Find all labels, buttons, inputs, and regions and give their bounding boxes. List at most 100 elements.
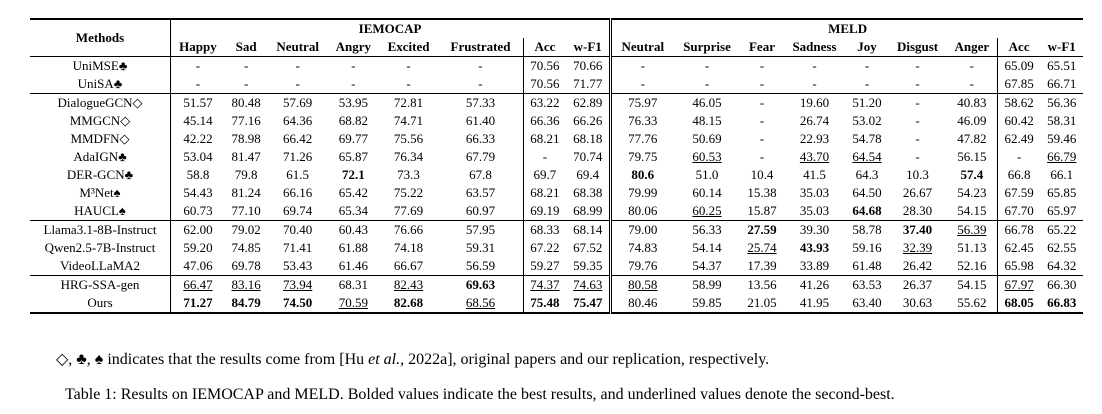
value-cell: 26.67 [902, 185, 933, 200]
method-name: AdaIGN♣ [30, 148, 171, 166]
value-cell: 53.04 [183, 149, 213, 164]
method-name: VideoLLaMA2 [30, 257, 171, 276]
value-cell: 71.41 [283, 240, 313, 255]
value-cell: 54.43 [183, 185, 213, 200]
value-cell: 66.83 [1040, 294, 1083, 314]
value-cell: 71.26 [283, 149, 313, 164]
value-cell: 26.42 [902, 258, 933, 273]
value-cell: 80.06 [628, 203, 658, 218]
value-cell: - [888, 93, 947, 112]
value-cell: 80.58 [610, 275, 674, 294]
value-cell: 70.66 [566, 56, 613, 75]
col-header: Fear [740, 38, 784, 57]
table-row: AdaIGN♣ 53.04 81.47 71.26 65.87 76.34 67.79 - 70… [30, 148, 1083, 166]
value-cell: 61.5 [286, 167, 310, 182]
header-row-columns: Happy Sad Neutral Angry Excited Frustrat… [30, 38, 1083, 57]
value-cell: 47.06 [183, 258, 213, 273]
value-cell: 62.55 [1047, 240, 1077, 255]
value-cell: - [195, 76, 201, 91]
value-cell: - [812, 76, 817, 91]
value-cell: 51.0 [695, 167, 719, 182]
method-name: HRG-SSA-gen [30, 275, 171, 294]
value-cell: - [740, 56, 784, 75]
value-cell: 71.27 [170, 294, 225, 314]
value-cell: 60.53 [692, 149, 722, 164]
value-cell: 73.94 [267, 275, 328, 294]
value-cell: - [542, 149, 548, 164]
value-cell: 67.52 [566, 239, 613, 257]
col-header: Happy [170, 38, 225, 57]
value-cell: 77.10 [231, 203, 261, 218]
value-cell: 68.21 [530, 185, 560, 200]
value-cell: 65.22 [1040, 220, 1083, 239]
value-cell: - [610, 56, 674, 75]
value-cell: 68.21 [530, 131, 560, 146]
value-cell: 60.25 [692, 203, 722, 218]
value-cell: 67.70 [1004, 203, 1034, 218]
value-cell: - [759, 131, 765, 146]
value-cell: 75.97 [610, 93, 674, 112]
value-cell: 59.27 [530, 258, 560, 273]
value-cell: 59.35 [566, 257, 613, 276]
value-cell: 63.22 [523, 93, 567, 112]
value-cell: 15.87 [747, 203, 777, 218]
value-cell: 64.68 [852, 203, 882, 218]
value-cell: - [640, 76, 645, 91]
value-cell: 66.8 [1007, 167, 1031, 182]
value-cell: 70.59 [327, 294, 379, 314]
value-cell: 67.85 [1004, 76, 1034, 91]
value-cell: 70.56 [530, 76, 560, 91]
method-name: DialogueGCN◇ [30, 93, 171, 112]
value-cell: 61.40 [438, 112, 524, 130]
value-cell: 74.18 [393, 240, 424, 255]
value-cell: - [170, 56, 225, 75]
value-cell: 59.20 [183, 240, 213, 255]
value-cell: 60.42 [1004, 113, 1034, 128]
value-cell: 15.38 [747, 185, 777, 200]
value-cell: 66.78 [997, 220, 1041, 239]
value-cell: 80.46 [610, 294, 674, 314]
value-cell: 25.74 [747, 240, 777, 255]
value-cell: 74.50 [267, 294, 328, 314]
value-cell: 60.14 [692, 185, 722, 200]
method-name: MMGCN◇ [30, 112, 171, 130]
methods-header: Methods [30, 18, 171, 57]
value-cell: 60.43 [327, 220, 379, 239]
value-cell: 64.32 [1047, 258, 1077, 273]
value-cell: 26.37 [888, 275, 947, 294]
value-cell: - [327, 56, 379, 75]
value-cell: 66.36 [530, 113, 560, 128]
value-cell: 54.15 [946, 275, 998, 294]
col-header: Surprise [673, 38, 741, 57]
value-cell: - [915, 76, 920, 91]
value-cell: 54.14 [692, 240, 722, 255]
value-cell: 76.34 [393, 149, 424, 164]
value-cell: 62.00 [170, 220, 225, 239]
value-cell: 77.16 [231, 113, 261, 128]
value-cell: 13.56 [740, 275, 784, 294]
value-cell: 58.31 [1047, 113, 1077, 128]
value-cell: 30.63 [888, 294, 947, 314]
value-cell: - [888, 56, 947, 75]
value-cell: - [295, 76, 300, 91]
value-cell: 66.33 [438, 130, 524, 148]
col-header: Acc [523, 38, 567, 57]
value-cell: 82.43 [378, 275, 439, 294]
value-cell: 59.31 [438, 239, 524, 257]
value-cell: 59.16 [852, 240, 882, 255]
value-cell: 71.77 [566, 75, 613, 94]
value-cell: - [673, 56, 741, 75]
value-cell: 64.50 [852, 185, 882, 200]
footnote-text: indicates that the results come from [Hu [103, 351, 369, 368]
col-header: Frustrated [438, 38, 524, 57]
value-cell: 59.46 [1047, 131, 1077, 146]
value-cell: 60.97 [438, 202, 524, 221]
value-cell: 80.6 [631, 167, 655, 182]
value-cell: 65.97 [1047, 203, 1077, 218]
value-cell: 74.71 [393, 113, 424, 128]
value-cell: 64.36 [283, 113, 313, 128]
value-cell: 39.30 [783, 220, 846, 239]
value-cell: 17.39 [747, 258, 777, 273]
value-cell: 64.54 [852, 149, 882, 164]
meld-header: MELD [610, 18, 1083, 38]
